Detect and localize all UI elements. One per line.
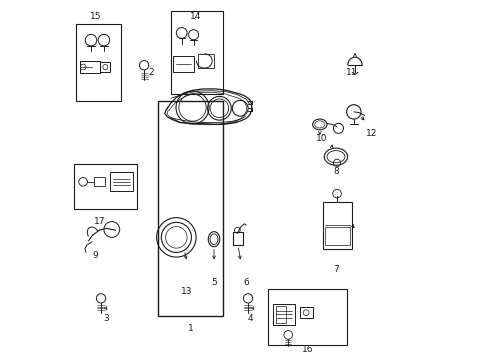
Bar — [94, 177, 104, 186]
Bar — [76, 24, 121, 101]
Text: 6: 6 — [243, 278, 249, 287]
Bar — [233, 232, 243, 245]
Bar — [300, 307, 312, 318]
Text: 12: 12 — [366, 129, 377, 138]
Bar — [171, 12, 223, 94]
Bar — [322, 202, 351, 249]
Bar — [158, 101, 223, 316]
Text: 2: 2 — [148, 68, 154, 77]
Text: 3: 3 — [103, 314, 109, 323]
Bar — [80, 60, 100, 73]
Bar — [276, 306, 285, 323]
Text: 11: 11 — [346, 68, 357, 77]
Bar — [267, 289, 346, 345]
Bar — [74, 164, 137, 209]
Bar — [325, 227, 349, 245]
Text: 5: 5 — [211, 278, 217, 287]
Bar — [100, 62, 110, 72]
Text: 15: 15 — [90, 12, 101, 21]
Text: 8: 8 — [332, 167, 338, 176]
Text: 9: 9 — [93, 251, 99, 260]
Text: 17: 17 — [93, 217, 105, 226]
Bar — [273, 304, 294, 325]
Text: 14: 14 — [190, 12, 202, 21]
Text: 13: 13 — [181, 287, 192, 296]
Bar — [173, 56, 193, 72]
Text: 1: 1 — [187, 324, 193, 333]
Text: 10: 10 — [315, 134, 326, 143]
Text: 16: 16 — [301, 345, 312, 354]
Text: 7: 7 — [332, 265, 338, 274]
Bar — [110, 172, 132, 192]
Bar — [198, 54, 214, 68]
Text: 4: 4 — [246, 314, 252, 323]
